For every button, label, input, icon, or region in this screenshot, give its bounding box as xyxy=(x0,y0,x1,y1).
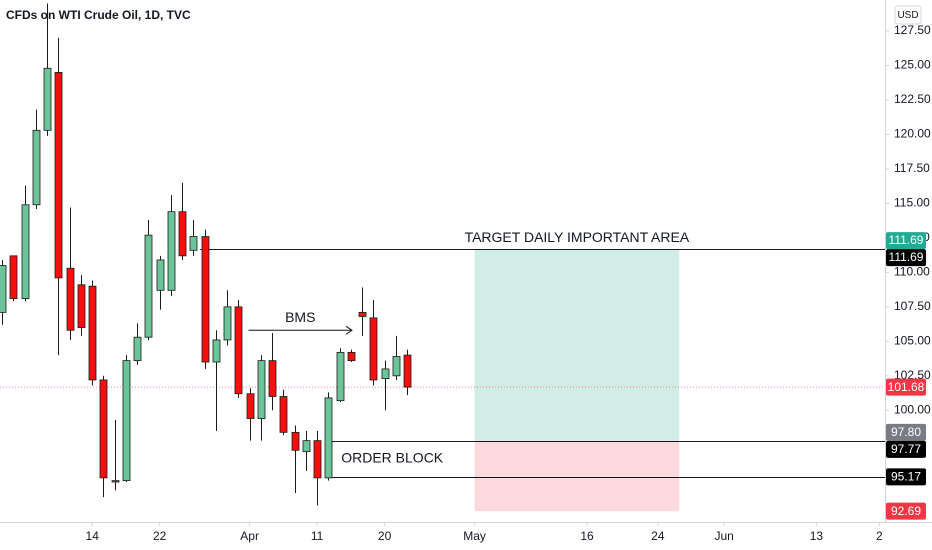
candle-body xyxy=(122,360,131,482)
zone-label: TARGET DAILY IMPORTANT AREA xyxy=(465,229,690,245)
zone xyxy=(474,249,680,441)
price-tag-label: 111.69 xyxy=(889,250,924,264)
x-tick-label: 14 xyxy=(86,529,100,543)
price-tag-label: 97.80 xyxy=(891,425,921,439)
y-tick-label: 107.50 xyxy=(894,299,931,313)
price-tag-label: 101.68 xyxy=(888,380,925,394)
y-tick-label: 120.00 xyxy=(894,127,931,141)
y-tick-label: 115.00 xyxy=(894,196,930,210)
candle-body xyxy=(167,211,176,291)
price-tag xyxy=(886,232,926,250)
chart-title: CFDs on WTI Crude Oil, 1D, TVC xyxy=(6,8,191,22)
price-tag-label: 95.17 xyxy=(891,470,921,484)
price-tag xyxy=(886,468,926,486)
zone-label: ORDER BLOCK xyxy=(341,449,444,465)
x-tick-label: 20 xyxy=(378,529,392,543)
x-tick-label: Jun xyxy=(715,529,734,543)
y-tick-label: 100.00 xyxy=(894,402,931,416)
x-tick-label: 22 xyxy=(153,529,167,543)
price-tag xyxy=(886,440,926,458)
candle-body xyxy=(392,356,401,377)
y-tick-label: 105.00 xyxy=(894,334,931,348)
y-tick-label: 102.50 xyxy=(894,368,931,382)
arrow-label: BMS xyxy=(285,309,315,325)
y-tick-label: 122.50 xyxy=(894,92,931,106)
price-tag xyxy=(886,378,926,396)
candle-body xyxy=(201,236,210,363)
candle-body xyxy=(21,204,30,299)
candle-body xyxy=(347,351,356,362)
candle-body xyxy=(178,211,187,257)
plot-area xyxy=(0,3,885,512)
candle-body xyxy=(54,72,63,279)
candle-body xyxy=(358,311,367,317)
candle-body xyxy=(111,480,120,483)
x-tick-label: 16 xyxy=(580,529,594,543)
candle-body xyxy=(268,360,277,397)
candle-body xyxy=(212,339,221,363)
candle-body xyxy=(99,379,108,479)
zone xyxy=(474,440,680,512)
candle-body xyxy=(9,255,18,299)
candle-body xyxy=(189,236,198,251)
price-tag-label: 92.69 xyxy=(891,504,921,518)
arrow-head xyxy=(345,325,353,335)
candle-body xyxy=(257,360,266,419)
candle-body xyxy=(32,129,41,206)
x-tick-label: 2 xyxy=(876,529,883,543)
candle-body xyxy=(234,306,243,395)
x-tick-label: Apr xyxy=(240,529,259,543)
currency-box[interactable] xyxy=(894,5,922,25)
x-tick-label: May xyxy=(463,529,486,543)
x-tick-label: 24 xyxy=(651,529,665,543)
candle-body xyxy=(279,396,288,433)
candle-body xyxy=(403,354,412,388)
price-tag xyxy=(886,249,926,267)
price-tag xyxy=(886,502,926,520)
x-tick-label: 11 xyxy=(311,529,324,543)
candle-body xyxy=(302,440,311,453)
candle-body xyxy=(43,67,52,131)
y-tick-label: 125.00 xyxy=(894,58,931,72)
candle-body xyxy=(66,267,75,331)
candle-body xyxy=(381,368,390,379)
candle-body xyxy=(324,397,333,479)
x-tick-label: 13 xyxy=(810,529,824,543)
currency: USD xyxy=(897,10,918,21)
y-tick-label: 110.00 xyxy=(894,265,930,279)
candle-body xyxy=(223,306,232,341)
candle-body xyxy=(0,265,7,313)
candle-body xyxy=(369,317,378,381)
candle-body xyxy=(77,284,86,328)
candle-body xyxy=(336,351,345,402)
candle-body xyxy=(156,259,165,291)
y-tick-label: 127.50 xyxy=(894,23,931,37)
candle-body xyxy=(246,393,255,419)
price-tag-label: 111.69 xyxy=(889,233,924,247)
y-tick-label: 117.50 xyxy=(894,161,930,175)
price-tag xyxy=(886,423,926,441)
candle-body xyxy=(133,336,142,362)
candle-body xyxy=(144,234,153,338)
candle-body xyxy=(291,431,300,451)
candle-body xyxy=(88,285,97,381)
price-tag-label: 97.77 xyxy=(891,442,921,456)
candle-body xyxy=(313,440,322,479)
